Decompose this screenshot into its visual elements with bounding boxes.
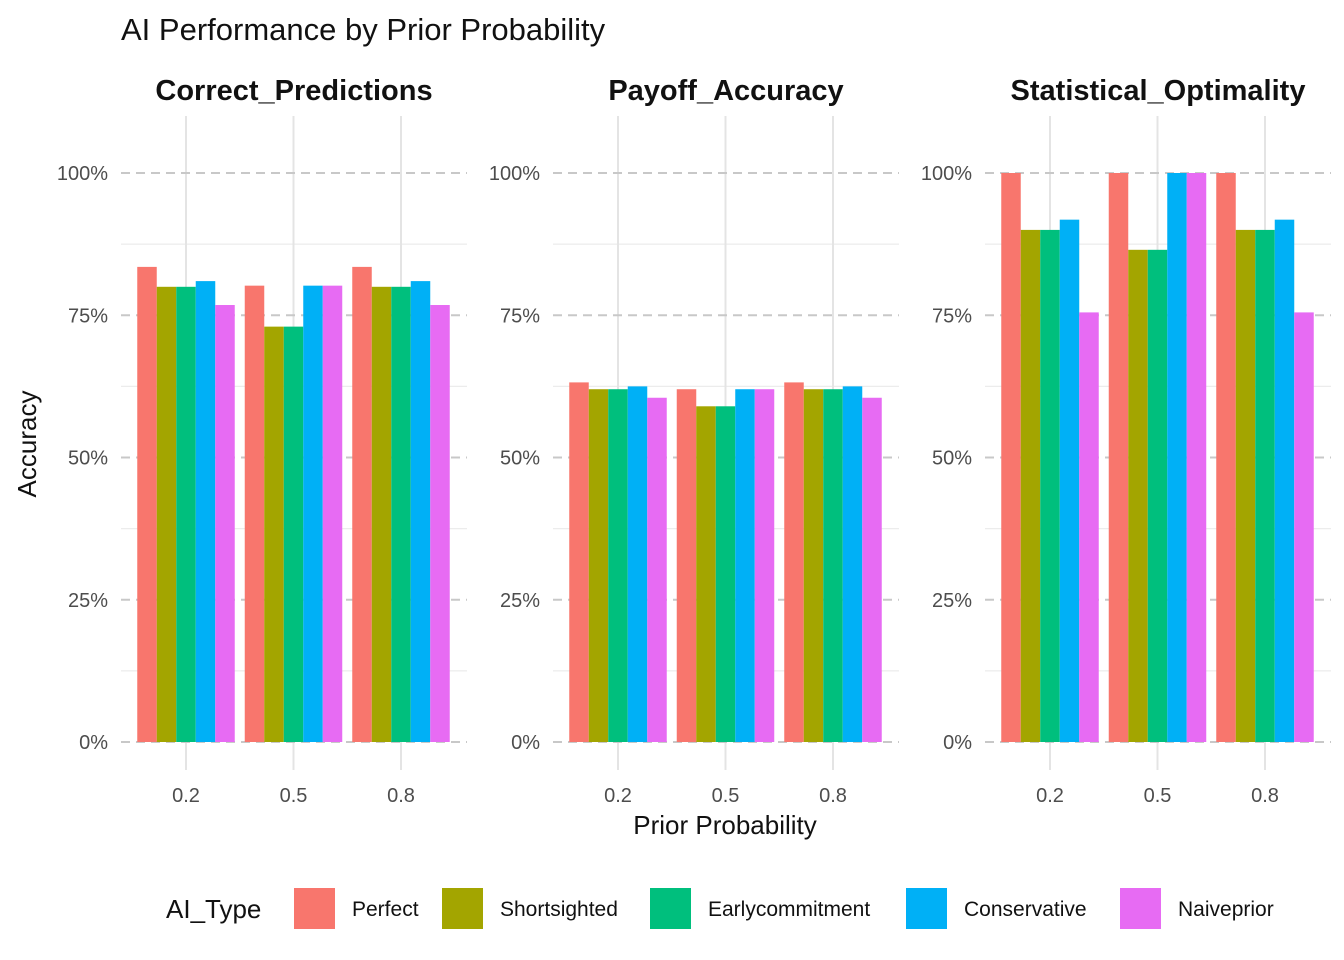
bar-conservative bbox=[410, 281, 431, 742]
y-tick-label: 25% bbox=[68, 590, 108, 612]
bar-conservative bbox=[735, 389, 755, 742]
bar-earlycommitment bbox=[1255, 229, 1275, 742]
bar-naiveprior bbox=[647, 397, 667, 742]
y-tick-label: 0% bbox=[511, 732, 540, 754]
y-tick-label: 50% bbox=[68, 448, 108, 470]
facet-title: Correct_Predictions bbox=[155, 75, 432, 107]
bar-naiveprior bbox=[322, 285, 343, 742]
y-tick-label: 100% bbox=[921, 163, 972, 185]
facet-title: Payoff_Accuracy bbox=[608, 75, 843, 107]
x-tick-label: 0.5 bbox=[712, 785, 740, 807]
bar-earlycommitment bbox=[608, 389, 628, 742]
x-tick-label: 0.2 bbox=[604, 785, 632, 807]
x-axis-label: Prior Probability bbox=[633, 810, 817, 840]
legend-item-perfect: Perfect bbox=[294, 888, 419, 929]
bar-shortsighted bbox=[803, 389, 824, 742]
y-tick-label: 100% bbox=[57, 163, 108, 185]
bar-naiveprior bbox=[862, 397, 882, 742]
bar-perfect bbox=[1108, 173, 1129, 742]
facet-panel: Payoff_Accuracy 0% 25% 50% 75% 100% 0.2 0.5 0.8 bbox=[489, 75, 899, 807]
bar-perfect bbox=[352, 266, 372, 742]
bar-naiveprior bbox=[1079, 312, 1099, 742]
legend-swatch bbox=[1120, 888, 1161, 929]
bar-conservative bbox=[1059, 219, 1080, 742]
bar-perfect bbox=[784, 382, 804, 742]
y-tick-label: 50% bbox=[500, 448, 540, 470]
y-tick-label: 75% bbox=[932, 305, 972, 327]
facet-title: Statistical_Optimality bbox=[1011, 75, 1306, 107]
y-tick-label: 75% bbox=[68, 305, 108, 327]
bar-shortsighted bbox=[264, 326, 284, 742]
legend-label: Naiveprior bbox=[1178, 898, 1274, 921]
bar-naiveprior bbox=[1294, 312, 1314, 742]
bar-perfect bbox=[1216, 173, 1236, 742]
x-tick-label: 0.2 bbox=[1036, 785, 1064, 807]
bar-earlycommitment bbox=[1147, 249, 1168, 742]
legend-swatch bbox=[650, 888, 691, 929]
legend-item-naiveprior: Naiveprior bbox=[1120, 888, 1274, 929]
bar-shortsighted bbox=[1020, 229, 1041, 742]
y-tick-label: 50% bbox=[932, 448, 972, 470]
legend-label: Earlycommitment bbox=[708, 898, 870, 921]
bar-earlycommitment bbox=[1040, 229, 1060, 742]
bar-earlycommitment bbox=[283, 326, 304, 742]
bar-conservative bbox=[303, 285, 323, 742]
y-tick-label: 0% bbox=[943, 732, 972, 754]
x-tick-label: 0.5 bbox=[1144, 785, 1172, 807]
bar-conservative bbox=[1167, 173, 1187, 742]
bar-perfect bbox=[569, 382, 589, 742]
chart-title: AI Performance by Prior Probability bbox=[121, 12, 606, 47]
legend-swatch bbox=[294, 888, 335, 929]
facet-panel: Correct_Predictions 0% 25% 50% 75% 100% 0.2 0.5… bbox=[57, 75, 467, 807]
facet-panel: Statistical_Optimality 0% 25% 50% 75% 100% 0.2… bbox=[921, 75, 1331, 807]
bar-shortsighted bbox=[1235, 229, 1256, 742]
legend-label: Shortsighted bbox=[500, 898, 618, 921]
bar-naiveprior bbox=[430, 305, 450, 742]
bar-earlycommitment bbox=[823, 389, 843, 742]
legend: AI_Type Perfect Shortsighted Earlycommitme… bbox=[166, 888, 1274, 929]
legend-label: Conservative bbox=[964, 898, 1087, 921]
bar-shortsighted bbox=[156, 286, 177, 742]
bar-conservative bbox=[1274, 219, 1295, 742]
legend-swatch bbox=[906, 888, 947, 929]
bar-shortsighted bbox=[371, 286, 392, 742]
x-tick-label: 0.8 bbox=[387, 785, 415, 807]
bar-earlycommitment bbox=[715, 406, 736, 742]
y-tick-label: 100% bbox=[489, 163, 540, 185]
x-tick-label: 0.8 bbox=[819, 785, 847, 807]
x-tick-label: 0.8 bbox=[1251, 785, 1279, 807]
bar-naiveprior bbox=[754, 389, 775, 742]
bar-shortsighted bbox=[588, 389, 609, 742]
bar-shortsighted bbox=[1128, 249, 1148, 742]
bar-earlycommitment bbox=[391, 286, 411, 742]
bar-perfect bbox=[676, 389, 697, 742]
bar-perfect bbox=[1001, 173, 1021, 742]
y-tick-label: 25% bbox=[500, 590, 540, 612]
legend-label: Perfect bbox=[352, 898, 419, 921]
bar-conservative bbox=[842, 386, 863, 743]
legend-items: Perfect Shortsighted Earlycommitment Conser… bbox=[294, 888, 1274, 929]
bar-naiveprior bbox=[1186, 173, 1207, 742]
bar-shortsighted bbox=[696, 406, 716, 742]
bar-perfect bbox=[137, 266, 157, 742]
bar-naiveprior bbox=[215, 305, 235, 742]
bar-conservative bbox=[195, 281, 216, 742]
legend-item-earlycommitment: Earlycommitment bbox=[650, 888, 870, 929]
facets: Correct_Predictions 0% 25% 50% 75% 100% 0.2 0.5… bbox=[57, 75, 1331, 807]
legend-swatch bbox=[442, 888, 483, 929]
legend-item-shortsighted: Shortsighted bbox=[442, 888, 618, 929]
y-tick-label: 75% bbox=[500, 305, 540, 327]
y-tick-label: 0% bbox=[79, 732, 108, 754]
x-tick-label: 0.5 bbox=[280, 785, 308, 807]
y-axis-label: Accuracy bbox=[12, 391, 42, 498]
bar-perfect bbox=[244, 285, 265, 742]
x-tick-label: 0.2 bbox=[172, 785, 200, 807]
y-tick-label: 25% bbox=[932, 590, 972, 612]
bar-conservative bbox=[627, 386, 648, 743]
bar-earlycommitment bbox=[176, 286, 196, 742]
legend-title: AI_Type bbox=[166, 894, 261, 924]
legend-item-conservative: Conservative bbox=[906, 888, 1087, 929]
